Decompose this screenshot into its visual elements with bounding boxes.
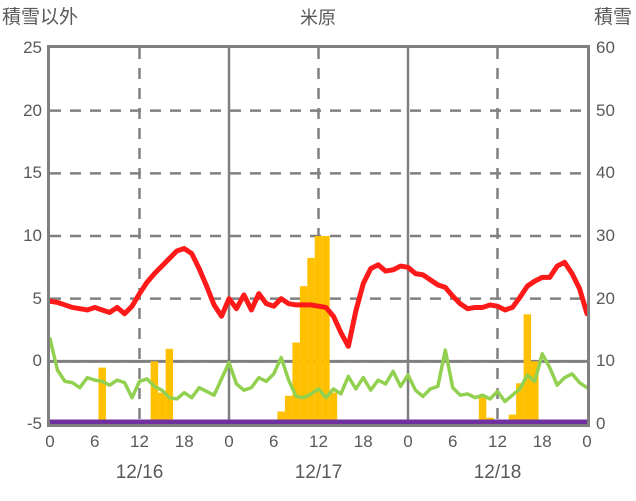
x-axis-tick: 18 bbox=[174, 432, 194, 451]
y-axis-tick-left: 10 bbox=[23, 226, 42, 245]
right-axis-title: 積雪 bbox=[593, 7, 632, 28]
precipitation-bar bbox=[329, 392, 338, 424]
y-axis-tick-left: 15 bbox=[23, 163, 42, 183]
plot-area bbox=[47, 45, 590, 427]
y-axis-tick-right: 20 bbox=[596, 288, 615, 308]
x-axis-tick: 6 bbox=[269, 432, 279, 451]
y-axis-tick-left: 0 bbox=[32, 351, 42, 371]
precipitation-bar bbox=[523, 314, 532, 424]
plot-canvas bbox=[50, 48, 587, 424]
x-axis-tick: 0 bbox=[403, 432, 413, 451]
x-axis-tick: 0 bbox=[45, 432, 55, 451]
y-axis-tick-right: 30 bbox=[596, 226, 615, 245]
y-axis-tick-right: 0 bbox=[596, 414, 606, 433]
y-axis-tick-left: 20 bbox=[23, 100, 42, 120]
x-axis-tick: 0 bbox=[582, 432, 592, 451]
precipitation-bar bbox=[314, 236, 323, 424]
y-axis-tick-right: 10 bbox=[596, 351, 615, 371]
x-axis-tick: 6 bbox=[448, 432, 458, 451]
precipitation-bar bbox=[478, 395, 487, 424]
y-axis-tick-right: 50 bbox=[596, 100, 615, 120]
precipitation-bar bbox=[292, 342, 300, 424]
y-axis-tick-left: -5 bbox=[26, 414, 42, 433]
series-line bbox=[50, 337, 587, 404]
x-axis-tick: 0 bbox=[224, 432, 234, 451]
y-axis-tick-left: 25 bbox=[23, 38, 42, 57]
x-axis-tick: 6 bbox=[90, 432, 100, 451]
x-axis-tick: 12 bbox=[309, 432, 328, 451]
precipitation-bars bbox=[98, 236, 539, 424]
precipitation-bar bbox=[516, 383, 524, 424]
x-axis-tick: 18 bbox=[532, 432, 552, 451]
precipitation-bar bbox=[531, 361, 539, 424]
precipitation-bar bbox=[322, 236, 330, 424]
precipitation-bar bbox=[508, 414, 517, 424]
x-axis-tick: 12 bbox=[488, 432, 507, 451]
chart-svg bbox=[50, 48, 587, 424]
precipitation-bar bbox=[307, 257, 315, 424]
precipitation-bar bbox=[299, 286, 308, 424]
precipitation-bar bbox=[150, 361, 159, 424]
x-axis-date-label: 12/16 bbox=[115, 462, 164, 483]
precipitation-bar bbox=[277, 411, 285, 424]
series-line bbox=[50, 246, 587, 349]
y-axis-tick-right: 40 bbox=[596, 163, 615, 183]
y-axis-tick-right: 60 bbox=[596, 38, 615, 57]
x-axis-tick: 18 bbox=[353, 432, 373, 451]
left-axis-title: 積雪以外 bbox=[2, 7, 79, 28]
precipitation-bar bbox=[158, 392, 166, 424]
chart-title: 米原 bbox=[300, 8, 336, 28]
x-axis-tick: 12 bbox=[130, 432, 149, 451]
precipitation-bar bbox=[284, 395, 293, 424]
x-axis-date-label: 12/18 bbox=[473, 462, 522, 483]
precipitation-bar bbox=[98, 367, 106, 424]
y-axis-tick-left: 5 bbox=[32, 288, 42, 308]
precipitation-bar bbox=[165, 348, 174, 424]
x-axis-date-label: 12/17 bbox=[294, 462, 343, 483]
